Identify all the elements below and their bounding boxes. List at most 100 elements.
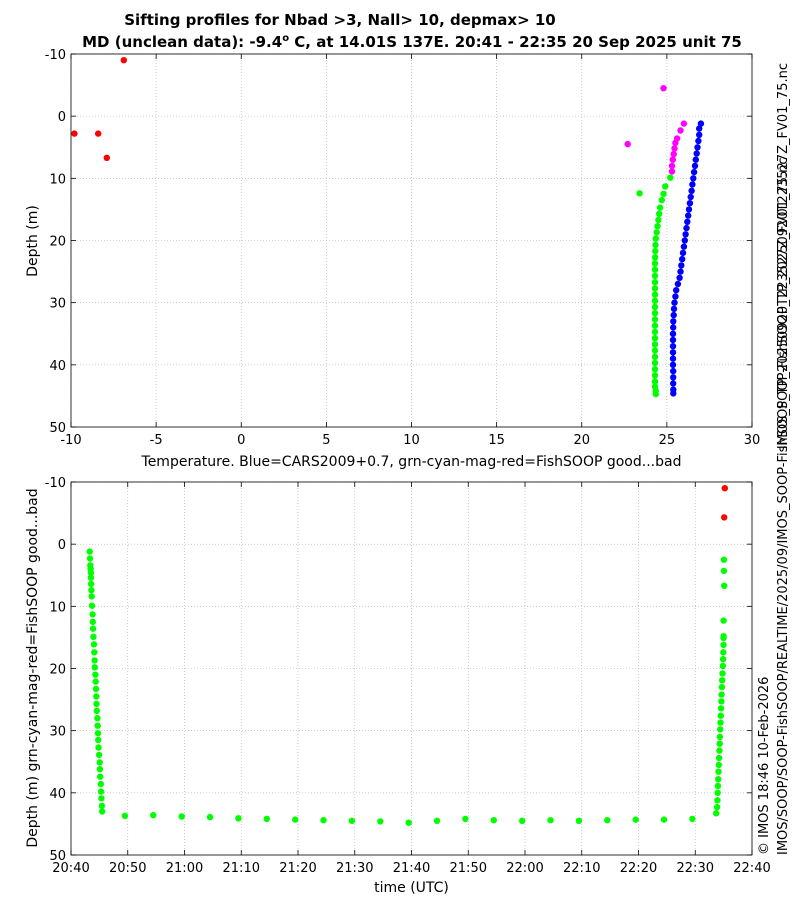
bottom-green-point [575, 817, 583, 824]
bottom-green-point [547, 817, 554, 824]
top-blue-point [682, 231, 689, 238]
bottom-green-point [720, 633, 727, 640]
top-y-tick-label: 30 [49, 297, 66, 312]
bottom-green-point [98, 795, 105, 802]
bottom-green-point [92, 671, 99, 678]
bottom-green-point [178, 813, 185, 820]
bottom-x-tick-label: 22:30 [677, 861, 714, 876]
top-y-axis-label: Depth (m) [25, 205, 41, 277]
top-green-point [651, 334, 659, 342]
bottom-plot-frame [70, 481, 753, 856]
top-magenta-point [670, 150, 677, 158]
top-green-point [651, 366, 659, 373]
bottom-green-point [719, 677, 726, 684]
bottom-green-point [714, 782, 722, 790]
bottom-green-point [95, 744, 102, 751]
bottom-green-point [720, 567, 728, 575]
side-copyright-label: © IMOS 18:46 10-Feb-2026 [757, 677, 772, 855]
bottom-green-point [88, 602, 96, 609]
top-blue-point [673, 287, 680, 294]
bottom-green-point [433, 817, 441, 824]
bottom-green-point [94, 722, 101, 729]
top-blue-point [669, 330, 677, 337]
bottom-green-point [87, 569, 95, 576]
bottom-green-point [92, 678, 99, 685]
bottom-green-point [718, 698, 725, 705]
bottom-red-point [721, 485, 728, 492]
top-red-point [71, 130, 78, 137]
top-green-point [651, 279, 659, 286]
top-magenta-point [677, 127, 684, 134]
top-grid [70, 53, 753, 428]
top-blue-point [695, 137, 702, 145]
title-line-2: MD (unclean data): -9.4o C, at 14.01S 13… [82, 33, 742, 51]
bottom-green-point [718, 683, 726, 691]
bottom-green-point [94, 715, 101, 722]
top-green-point [656, 204, 664, 211]
top-plot-frame [70, 53, 753, 428]
side-path-label: IMOS/SOOP/SOOP-FishSOOP/REALTIME/2025/09… [776, 157, 791, 855]
bottom-green-point [95, 736, 102, 744]
top-y-tick-label: 0 [58, 110, 66, 125]
bottom-x-tick-label: 20:50 [109, 861, 146, 876]
top-blue-point [671, 299, 678, 306]
top-x-tick-label: 0 [237, 433, 245, 448]
top-blue-point [691, 162, 699, 170]
top-ticks: -10 -5 0 5 10 15 20 25 30 -10 0 10 20 30 40 50 [45, 48, 761, 448]
top-x-tick-label: 10 [403, 433, 420, 448]
top-x-axis-label: Temperature. Blue=CARS2009+0.7, grn-cyan… [141, 454, 682, 470]
bottom-green-point [88, 593, 95, 600]
time-depth-plot: 20:40 20:50 21:00 21:10 21:20 21:30 21:40 21:50… [25, 476, 771, 896]
top-blue-point [688, 187, 695, 194]
top-green-point [651, 347, 659, 354]
top-x-tick-label: 5 [322, 433, 330, 448]
top-magenta-point [660, 85, 667, 92]
title-line-2-suffix: C, at 14.01S 137E. 20:41 - 22:35 20 Sep … [289, 33, 742, 51]
bottom-green-point [713, 803, 721, 811]
bottom-green-point [99, 808, 106, 815]
bottom-x-tick-label: 21:30 [336, 861, 373, 876]
top-blue-point [678, 262, 685, 269]
bottom-y-tick-label: 0 [58, 538, 66, 553]
bottom-green-point [405, 819, 412, 826]
bottom-green-point [95, 751, 103, 759]
bottom-grid [70, 481, 753, 856]
top-green-point [652, 247, 659, 255]
bottom-y-tick-label: 10 [49, 600, 66, 615]
top-green-point [654, 223, 661, 230]
bottom-y-tick-label: 50 [49, 849, 66, 864]
bottom-green-point [91, 664, 99, 671]
top-magenta-point [668, 168, 676, 175]
top-green-point [651, 285, 659, 292]
top-green-point [651, 266, 659, 273]
bottom-green-point [713, 810, 720, 817]
top-blue-point [679, 255, 686, 263]
bottom-green-point [717, 726, 724, 733]
bottom-y-tick-label: 40 [49, 787, 66, 802]
top-blue-point [669, 355, 677, 362]
top-green-point [652, 241, 659, 249]
top-blue-point [692, 156, 699, 163]
bottom-y-tick-label: -10 [45, 476, 66, 491]
bottom-green-point [87, 580, 95, 588]
bottom-green-point [90, 633, 97, 640]
bottom-green-point [320, 817, 327, 824]
title-line-2-prefix: MD (unclean data): -9.4 [82, 33, 282, 51]
top-blue-point [676, 274, 683, 281]
bottom-green-point [716, 747, 723, 754]
bottom-green-point [717, 719, 724, 726]
top-blue-point [670, 374, 677, 381]
top-blue-point [683, 224, 690, 232]
bottom-green-point [97, 780, 105, 788]
bottom-green-point [92, 685, 100, 693]
bottom-green-point [150, 812, 157, 819]
bottom-green-point [98, 802, 106, 810]
bottom-green-point [720, 649, 727, 656]
title-line-1: Sifting profiles for Nbad >3, Nall> 10, … [124, 11, 555, 29]
top-blue-point [696, 125, 703, 132]
temperature-depth-plot: -10 -5 0 5 10 15 20 25 30 -10 0 10 20 30 40 50 Temperat… [25, 48, 760, 470]
top-green-point [651, 359, 659, 367]
top-blue-point [670, 324, 677, 331]
top-magenta-point [672, 139, 679, 147]
top-red-point [120, 57, 128, 64]
